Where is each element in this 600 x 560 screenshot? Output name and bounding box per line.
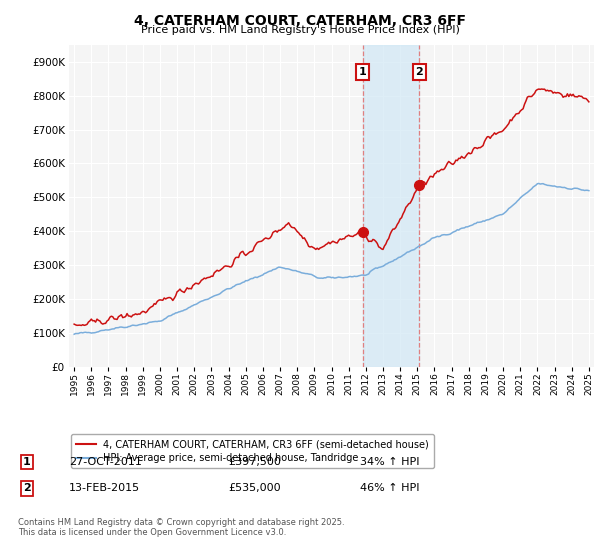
Legend: 4, CATERHAM COURT, CATERHAM, CR3 6FF (semi-detached house), HPI: Average price, : 4, CATERHAM COURT, CATERHAM, CR3 6FF (se…	[71, 435, 434, 468]
Text: Contains HM Land Registry data © Crown copyright and database right 2025.
This d: Contains HM Land Registry data © Crown c…	[18, 518, 344, 538]
Text: 13-FEB-2015: 13-FEB-2015	[69, 483, 140, 493]
Text: 1: 1	[23, 457, 31, 467]
Text: Price paid vs. HM Land Registry's House Price Index (HPI): Price paid vs. HM Land Registry's House …	[140, 25, 460, 35]
Text: £397,500: £397,500	[228, 457, 281, 467]
Text: £535,000: £535,000	[228, 483, 281, 493]
Text: 2: 2	[23, 483, 31, 493]
Text: 46% ↑ HPI: 46% ↑ HPI	[360, 483, 419, 493]
Bar	[363, 45, 419, 367]
Text: 27-OCT-2011: 27-OCT-2011	[69, 457, 142, 467]
Text: 34% ↑ HPI: 34% ↑ HPI	[360, 457, 419, 467]
Text: 2: 2	[415, 67, 423, 77]
Text: 1: 1	[359, 67, 367, 77]
Text: 4, CATERHAM COURT, CATERHAM, CR3 6FF: 4, CATERHAM COURT, CATERHAM, CR3 6FF	[134, 14, 466, 28]
